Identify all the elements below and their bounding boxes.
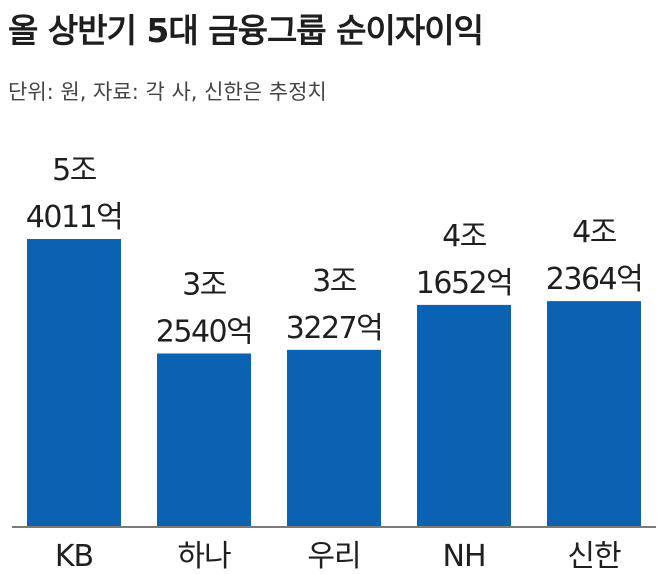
- bar-value-label-1-1: 2540억: [156, 314, 252, 349]
- category-label-0: KB: [55, 539, 93, 574]
- bar-3: [417, 304, 511, 527]
- chart-title: 올 상반기 5대 금융그룹 순이자이익: [8, 11, 484, 50]
- bar-value-label-3-1: 1652억: [416, 266, 512, 301]
- bar-2: [287, 349, 381, 527]
- bar-value-label-2-1: 3227억: [286, 311, 382, 346]
- category-label-3: NH: [443, 539, 486, 574]
- bar-value-label-0-1: 4011억: [26, 200, 122, 235]
- bar-value-label-2-0: 3조: [312, 264, 357, 299]
- category-label-2: 우리: [307, 539, 360, 574]
- bar-value-label-4-1: 2364억: [546, 262, 642, 297]
- bar-0: [27, 239, 121, 527]
- category-label-4: 신한: [567, 539, 621, 574]
- category-labels-group: KB 하나 우리 NH 신한: [55, 539, 622, 574]
- bar-value-label-3-0: 4조: [442, 219, 487, 254]
- category-label-1: 하나: [177, 539, 231, 574]
- bar-1: [157, 353, 251, 527]
- chart-subtitle: 단위: 원, 자료: 각 사, 신한은 추정치: [8, 80, 327, 104]
- bar-value-label-1-0: 3조: [182, 267, 227, 302]
- bar-value-label-4-0: 4조: [572, 215, 617, 250]
- bar-value-label-0-0: 5조: [52, 153, 97, 188]
- bar-4: [547, 301, 641, 527]
- bars-group: 5조 4011억 3조 2540억 3조 3227억 4조 1652억 4조 2364억: [26, 153, 644, 527]
